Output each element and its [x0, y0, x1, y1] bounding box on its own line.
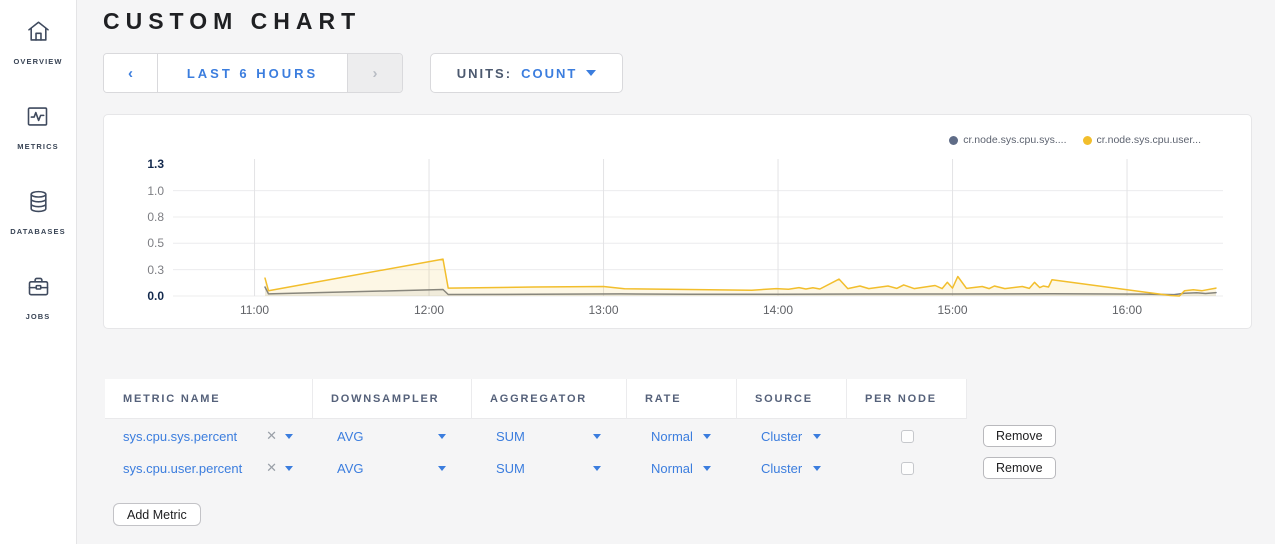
rate-select[interactable]: Normal: [627, 461, 737, 476]
downsampler-select[interactable]: AVG: [313, 461, 472, 476]
column-header-source: SOURCE: [737, 379, 847, 419]
clear-metric-icon[interactable]: ✕: [266, 460, 277, 475]
rate-select[interactable]: Normal: [627, 429, 737, 444]
metric-name-value: sys.cpu.sys.percent: [123, 428, 238, 444]
sidebar-item-jobs[interactable]: JOBS: [25, 273, 52, 321]
legend-dot-icon: [1082, 135, 1092, 145]
chart-legend: cr.node.sys.cpu.sys.... cr.node.sys.cpu.u…: [949, 134, 1201, 146]
column-header-metric-name: METRIC NAME: [105, 379, 313, 419]
sidebar: OVERVIEW METRICS DATABASES JOBS: [0, 0, 77, 544]
chart-panel: cr.node.sys.cpu.sys.... cr.node.sys.cpu.u…: [103, 114, 1252, 329]
chevron-left-icon: ‹: [128, 64, 133, 82]
chevron-down-icon: [438, 465, 446, 471]
database-icon: [25, 188, 52, 220]
y-tick-label: 1.0: [147, 183, 164, 198]
chevron-down-icon: [703, 465, 711, 471]
per-node-checkbox[interactable]: [900, 461, 914, 475]
sidebar-item-metrics[interactable]: METRICS: [17, 103, 58, 151]
metric-name-value: sys.cpu.user.percent: [123, 460, 243, 476]
legend-item: cr.node.sys.cpu.user...: [1082, 134, 1201, 146]
briefcase-icon: [25, 273, 52, 305]
sidebar-item-label: DATABASES: [10, 227, 66, 236]
units-dropdown[interactable]: UNITS: COUNT: [430, 53, 623, 93]
y-tick-label: 0.8: [147, 209, 164, 224]
source-select[interactable]: Cluster: [737, 461, 847, 476]
units-selected-value: COUNT: [521, 65, 578, 81]
next-time-range-button[interactable]: ›: [347, 54, 402, 92]
table-row: sys.cpu.user.percent ✕ AVG SUM Normal Cl…: [105, 452, 1056, 484]
y-tick-label: 1.3: [147, 157, 164, 172]
remove-metric-button[interactable]: Remove: [983, 457, 1056, 479]
chevron-down-icon: [593, 465, 601, 471]
x-tick-label: 12:00: [414, 303, 445, 317]
remove-metric-button[interactable]: Remove: [983, 425, 1056, 447]
sidebar-item-label: OVERVIEW: [13, 57, 63, 66]
time-range-value[interactable]: LAST 6 HOURS: [158, 54, 347, 92]
clear-metric-icon[interactable]: ✕: [266, 428, 277, 443]
page-title: CUSTOM CHART: [103, 8, 362, 34]
sidebar-item-databases[interactable]: DATABASES: [10, 188, 65, 236]
column-header-per-node: PER NODE: [847, 379, 967, 419]
legend-label: cr.node.sys.cpu.sys....: [963, 134, 1067, 146]
metrics-table-header: METRIC NAME DOWNSAMPLER AGGREGATOR RATE …: [105, 379, 967, 419]
metric-name-dropdown[interactable]: sys.cpu.sys.percent ✕: [105, 420, 313, 452]
chevron-down-icon: [813, 433, 821, 439]
chart-plot[interactable]: [173, 159, 1223, 297]
prev-time-range-button[interactable]: ‹: [104, 54, 158, 92]
y-tick-label: 0.0: [147, 289, 164, 303]
metrics-graph-icon: [24, 103, 51, 135]
column-header-rate: RATE: [627, 379, 737, 419]
chevron-down-icon: [285, 465, 293, 471]
source-select[interactable]: Cluster: [737, 429, 847, 444]
chevron-down-icon: [703, 433, 711, 439]
home-icon: [25, 18, 52, 50]
downsampler-select[interactable]: AVG: [313, 429, 472, 444]
sidebar-item-overview[interactable]: OVERVIEW: [13, 18, 62, 66]
x-tick-label: 13:00: [588, 303, 619, 317]
legend-label: cr.node.sys.cpu.user...: [1096, 134, 1201, 146]
chevron-down-icon: [813, 465, 821, 471]
x-tick-label: 15:00: [937, 303, 968, 317]
x-tick-label: 16:00: [1112, 303, 1143, 317]
metric-name-dropdown[interactable]: sys.cpu.user.percent ✕: [105, 452, 313, 484]
chevron-down-icon: [586, 70, 597, 76]
legend-dot-icon: [949, 135, 959, 145]
chevron-down-icon: [438, 433, 446, 439]
y-tick-label: 0.5: [147, 236, 164, 251]
legend-item: cr.node.sys.cpu.sys....: [949, 134, 1067, 146]
sidebar-item-label: METRICS: [17, 142, 59, 151]
sidebar-item-label: JOBS: [25, 312, 51, 321]
chevron-down-icon: [285, 433, 293, 439]
column-header-aggregator: AGGREGATOR: [472, 379, 627, 419]
aggregator-select[interactable]: SUM: [472, 429, 627, 444]
column-header-downsampler: DOWNSAMPLER: [313, 379, 472, 419]
add-metric-button[interactable]: Add Metric: [113, 503, 201, 526]
x-tick-label: 14:00: [763, 303, 794, 317]
per-node-checkbox[interactable]: [900, 429, 914, 443]
x-tick-label: 11:00: [239, 303, 270, 317]
table-row: sys.cpu.sys.percent ✕ AVG SUM Normal Clu…: [105, 420, 1056, 452]
units-label: UNITS:: [456, 65, 513, 81]
y-tick-label: 0.3: [147, 262, 164, 277]
chevron-right-icon: ›: [372, 64, 378, 82]
chevron-down-icon: [593, 433, 601, 439]
aggregator-select[interactable]: SUM: [472, 461, 627, 476]
time-range-picker: ‹ LAST 6 HOURS ›: [103, 53, 403, 93]
